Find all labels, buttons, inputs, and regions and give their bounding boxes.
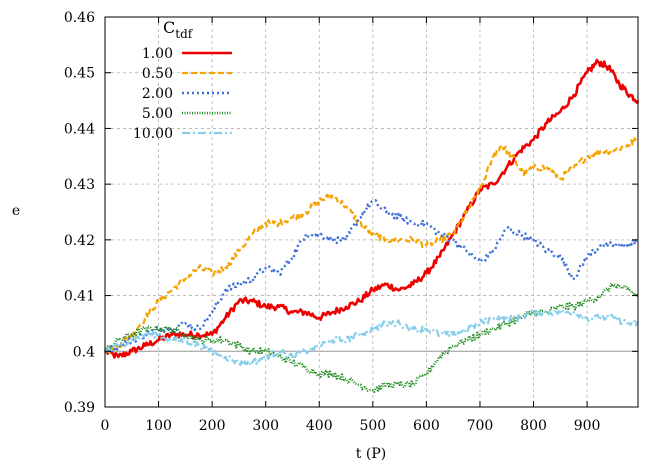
x-tick-label: 100 bbox=[145, 418, 172, 434]
x-tick-label: 700 bbox=[467, 418, 494, 434]
series-line-4 bbox=[103, 282, 639, 393]
series-line-5 bbox=[104, 307, 639, 367]
series-line-3 bbox=[103, 198, 639, 355]
y-tick-label: 0.45 bbox=[64, 66, 95, 82]
x-axis-label: t (P) bbox=[356, 446, 386, 462]
legend-title: Ctdf bbox=[163, 18, 194, 41]
y-tick-label: 0.42 bbox=[64, 233, 95, 249]
y-tick-label: 0.43 bbox=[64, 177, 95, 193]
y-tick-label: 0.46 bbox=[64, 10, 95, 26]
grid-lines bbox=[105, 17, 638, 407]
x-tick-label: 400 bbox=[306, 418, 333, 434]
x-tick-label: 900 bbox=[574, 418, 601, 434]
x-tick-label: 800 bbox=[520, 418, 547, 434]
y-axis-ticks: 0.39 0.4 0.41 0.42 0.43 0.44 0.45 0.46 bbox=[64, 10, 638, 416]
series-line-1 bbox=[104, 58, 640, 359]
series-line-2 bbox=[104, 137, 639, 354]
legend-label: 5.00 bbox=[142, 106, 173, 122]
legend-label: 1.00 bbox=[142, 46, 173, 62]
legend: Ctdf 1.00 0.50 2.00 5.00 10.00 bbox=[133, 18, 232, 142]
legend-entries: 1.00 0.50 2.00 5.00 10.00 bbox=[133, 46, 232, 142]
legend-label: 10.00 bbox=[133, 126, 173, 142]
y-tick-label: 0.4 bbox=[73, 344, 95, 360]
legend-title-sub: tdf bbox=[175, 27, 194, 41]
x-tick-label: 600 bbox=[413, 418, 440, 434]
plot-frame bbox=[104, 16, 639, 408]
y-tick-label: 0.41 bbox=[64, 289, 95, 305]
x-tick-label: 500 bbox=[359, 418, 386, 434]
legend-label: 0.50 bbox=[142, 66, 173, 82]
x-tick-label: 300 bbox=[252, 418, 279, 434]
y-tick-label: 0.44 bbox=[64, 121, 95, 137]
series-lines bbox=[103, 58, 640, 393]
y-axis-label: e bbox=[12, 203, 20, 219]
legend-label: 2.00 bbox=[142, 86, 173, 102]
x-axis-ticks: 0 100 200 300 400 500 600 700 800 900 bbox=[101, 17, 601, 434]
legend-title-main: C bbox=[163, 18, 175, 37]
y-tick-label: 0.39 bbox=[64, 400, 95, 416]
x-tick-label: 0 bbox=[101, 418, 110, 434]
x-tick-label: 200 bbox=[199, 418, 226, 434]
